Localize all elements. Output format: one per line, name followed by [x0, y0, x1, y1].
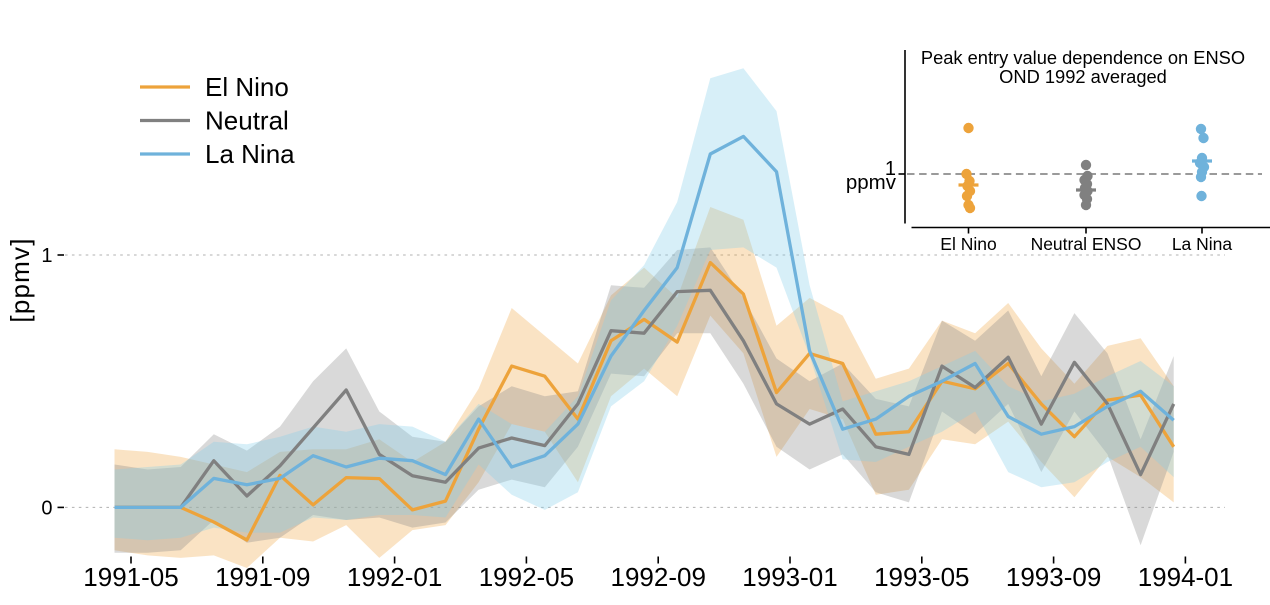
svg-text:El Nino: El Nino	[940, 234, 996, 254]
svg-text:1993-09: 1993-09	[1006, 562, 1101, 592]
svg-text:ppmv: ppmv	[846, 171, 897, 194]
svg-text:1993-01: 1993-01	[742, 562, 837, 592]
svg-text:1992-01: 1992-01	[347, 562, 442, 592]
svg-text:1994-01: 1994-01	[1138, 562, 1233, 592]
svg-text:OND 1992 averaged: OND 1992 averaged	[999, 66, 1167, 87]
svg-text:Neutral ENSO: Neutral ENSO	[1031, 234, 1142, 254]
svg-text:1991-09: 1991-09	[215, 562, 310, 592]
svg-text:1992-05: 1992-05	[479, 562, 574, 592]
svg-text:[ppmv]: [ppmv]	[5, 237, 35, 322]
svg-text:La Nina: La Nina	[205, 139, 295, 169]
svg-text:Peak entry value dependence on: Peak entry value dependence on ENSO	[921, 47, 1245, 68]
svg-text:1992-09: 1992-09	[610, 562, 705, 592]
svg-text:1991-05: 1991-05	[83, 562, 178, 592]
svg-text:1: 1	[885, 158, 896, 180]
svg-text:La Nina: La Nina	[1172, 234, 1233, 254]
svg-text:El Nino: El Nino	[205, 72, 289, 102]
svg-text:1: 1	[41, 245, 52, 267]
svg-text:1993-05: 1993-05	[874, 562, 969, 592]
svg-text:0: 0	[41, 497, 52, 519]
svg-text:Neutral: Neutral	[205, 106, 289, 136]
